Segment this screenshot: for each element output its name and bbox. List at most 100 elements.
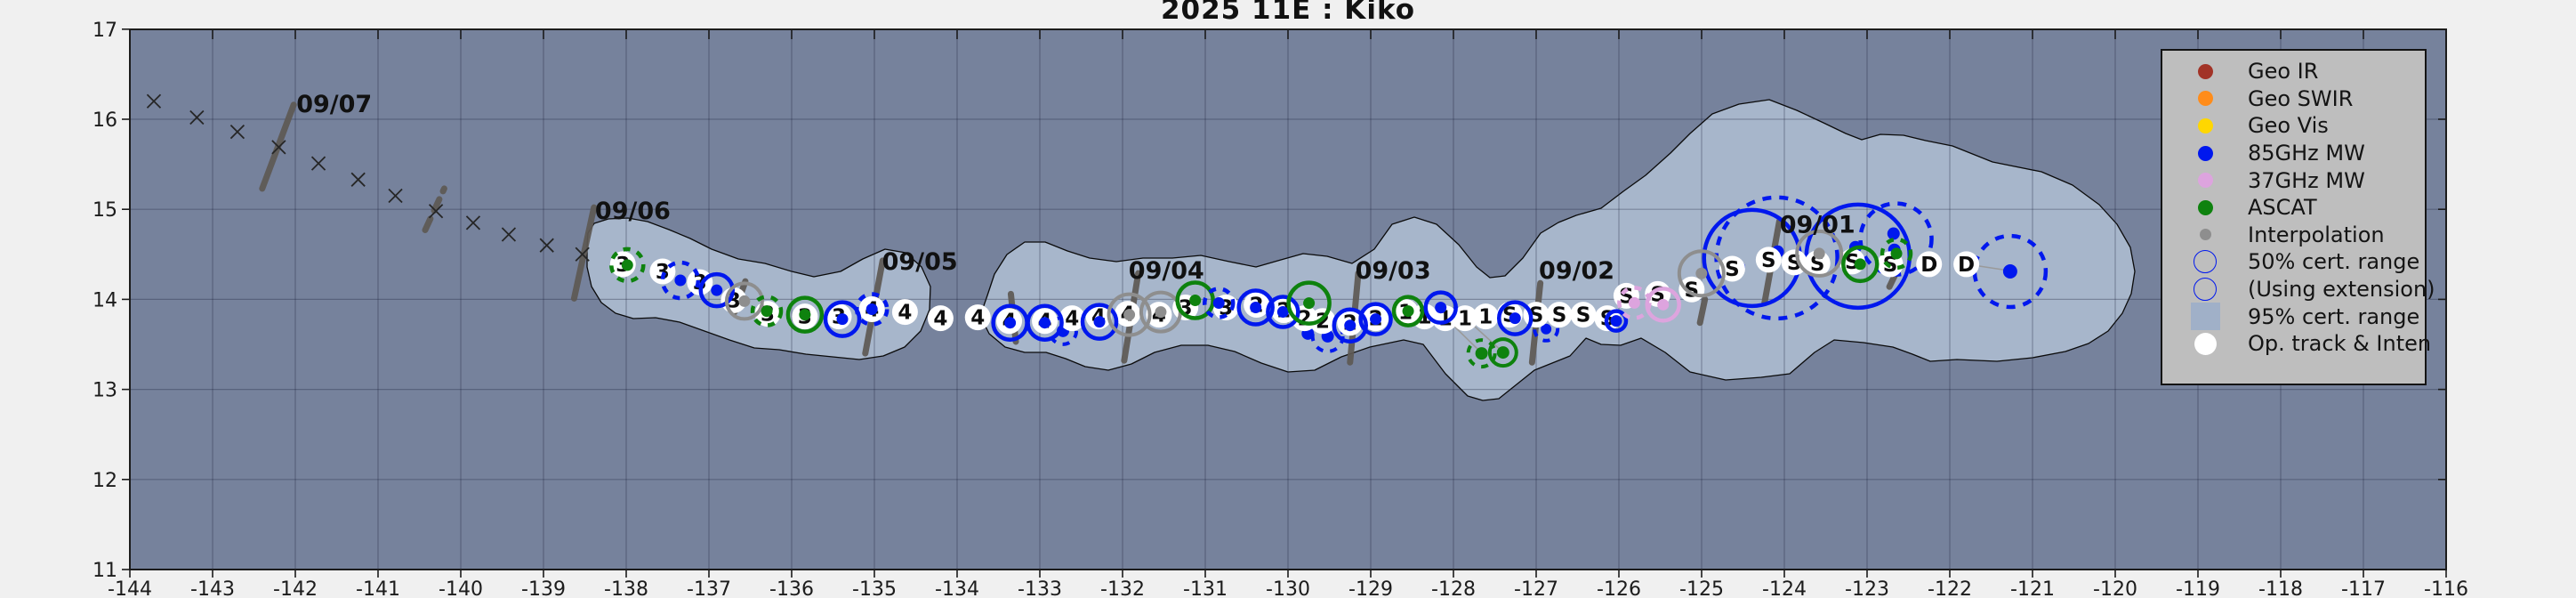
intensity-label: 4 (970, 307, 985, 330)
x-tick-label: -128 (1431, 578, 1476, 598)
op-track-circle (964, 304, 991, 331)
op-track-circle (1059, 305, 1085, 332)
fix-ring-green (1391, 295, 1425, 327)
x-tick-label: -140 (439, 578, 483, 598)
satellite-fix-blue (2002, 264, 2017, 279)
op-track-circle (927, 305, 954, 332)
op-track-marker: 4 (964, 304, 991, 331)
op-track-marker: S (1546, 302, 1573, 328)
forecast-x-marker (189, 109, 205, 125)
chart-title: 2025 11E : Kiko (1160, 0, 1416, 26)
op-track-marker: S (1570, 302, 1597, 328)
legend-marker-square-icon (2162, 303, 2248, 331)
x-tick-label: -122 (1928, 578, 1972, 598)
y-tick-label: 12 (93, 470, 117, 492)
x-tick-label: -138 (604, 578, 648, 598)
legend-marker-dot-small-icon (2162, 229, 2248, 241)
intensity-label: S (1725, 258, 1740, 281)
fix-ring-green-dash (609, 246, 646, 284)
legend-item: Op. track & Inten (2162, 330, 2431, 358)
legend-item: 37GHz MW (2162, 166, 2425, 194)
x-tick-label: -134 (935, 578, 979, 598)
x-tick-label: -142 (273, 578, 318, 598)
cert50-range-circle (1972, 233, 2049, 310)
x-tick-label: -135 (852, 578, 897, 598)
fix-ring-pink (1645, 287, 1681, 323)
legend-item: Geo IR (2162, 58, 2425, 85)
y-tick-label: 11 (93, 560, 117, 582)
x-tick-label: -116 (2424, 578, 2468, 598)
legend-marker-dot-icon (2162, 63, 2248, 79)
intensity-label: S (1576, 304, 1591, 327)
op-track-circle (891, 299, 918, 326)
date-label: 09/01 (1780, 211, 1856, 238)
x-tick-label: -118 (2258, 578, 2303, 598)
forecast-x-marker (388, 188, 403, 204)
op-track-marker: D (1916, 251, 1943, 278)
x-tick-label: -136 (769, 578, 814, 598)
op-track-circle (1570, 302, 1597, 328)
legend-box: Geo IR Geo SWIR Geo Vis 85GHz MW 37GHz MW ASC… (2161, 49, 2435, 385)
fix-ring-pink-dash (1617, 286, 1652, 320)
fix-ring-gray (1677, 249, 1726, 298)
intensity-label: S (1552, 304, 1567, 327)
date-label: 09/03 (1356, 257, 1431, 285)
x-tick-label: -117 (2341, 578, 2386, 598)
op-track-marker: 4 (891, 299, 918, 326)
op-track-circle (1781, 249, 1807, 276)
date-label: 09/02 (1539, 257, 1614, 285)
x-tick-label: -133 (1018, 578, 1062, 598)
fix-ring-gray (1795, 229, 1844, 278)
intensity-label: 4 (898, 302, 912, 325)
op-track-marker: S (1678, 276, 1705, 303)
x-tick-label: -141 (356, 578, 400, 598)
y-tick-label: 15 (93, 199, 117, 222)
legend-item: 50% cert. range (2162, 248, 2425, 276)
legend-item-label: Geo IR (2248, 59, 2319, 85)
fix-ring-green (1286, 280, 1332, 326)
intensity-label: S (1845, 251, 1860, 274)
fix-ring-blue (1496, 300, 1534, 336)
fix-ring-blue-dash (854, 292, 890, 327)
legend-item-label: Geo SWIR (2248, 85, 2354, 111)
forecast-x-marker (501, 227, 517, 242)
legend-item-label: Geo Vis (2248, 113, 2329, 139)
fix-ring-blue (698, 271, 736, 309)
op-track-circle (1755, 246, 1782, 273)
intensity-label: 1 (1458, 308, 1472, 331)
fix-ring-blue (1332, 307, 1368, 343)
op-track-marker: 3 (649, 258, 676, 285)
legend-item: Geo Vis (2162, 112, 2425, 140)
fix-ring-blue (1358, 302, 1393, 336)
x-tick-label: -120 (2093, 578, 2137, 598)
legend-item-label: Interpolation (2248, 222, 2385, 247)
x-tick-label: -127 (1514, 578, 1558, 598)
op-track-marker: 4 (1059, 305, 1085, 332)
op-track-circle (1452, 305, 1478, 332)
fix-ring-gray (1107, 292, 1152, 337)
x-tick-label: -131 (1183, 578, 1228, 598)
fix-ring-green-dash (1880, 237, 1913, 271)
op-track-marker: 2 (1309, 308, 1336, 335)
op-track-marker: 4 (927, 305, 954, 332)
legend-marker-dot-icon (2162, 91, 2248, 107)
forecast-x-marker (465, 215, 481, 230)
y-tick-label: 16 (93, 109, 117, 132)
forecast-x-marker (539, 238, 554, 253)
op-track-marker: S (1781, 249, 1807, 276)
legend-item-label: Op. track & Inten (2248, 331, 2432, 357)
satellite-fix-blue (1887, 227, 1900, 240)
legend-marker-dot-icon (2162, 199, 2248, 215)
intensity-label: 1 (1438, 308, 1453, 331)
satellite-fix-green (1466, 338, 1497, 369)
date-label: 09/06 (595, 198, 671, 225)
legend-item-label: (Using extension) (2248, 277, 2435, 303)
intensity-label: D (1958, 254, 1975, 277)
y-tick-label: 13 (93, 380, 117, 402)
x-tick-label: -123 (1845, 578, 1889, 598)
intensity-label: 4 (933, 308, 947, 331)
op-track-circle (1916, 251, 1943, 278)
op-track-marker: 1 (1472, 303, 1499, 330)
